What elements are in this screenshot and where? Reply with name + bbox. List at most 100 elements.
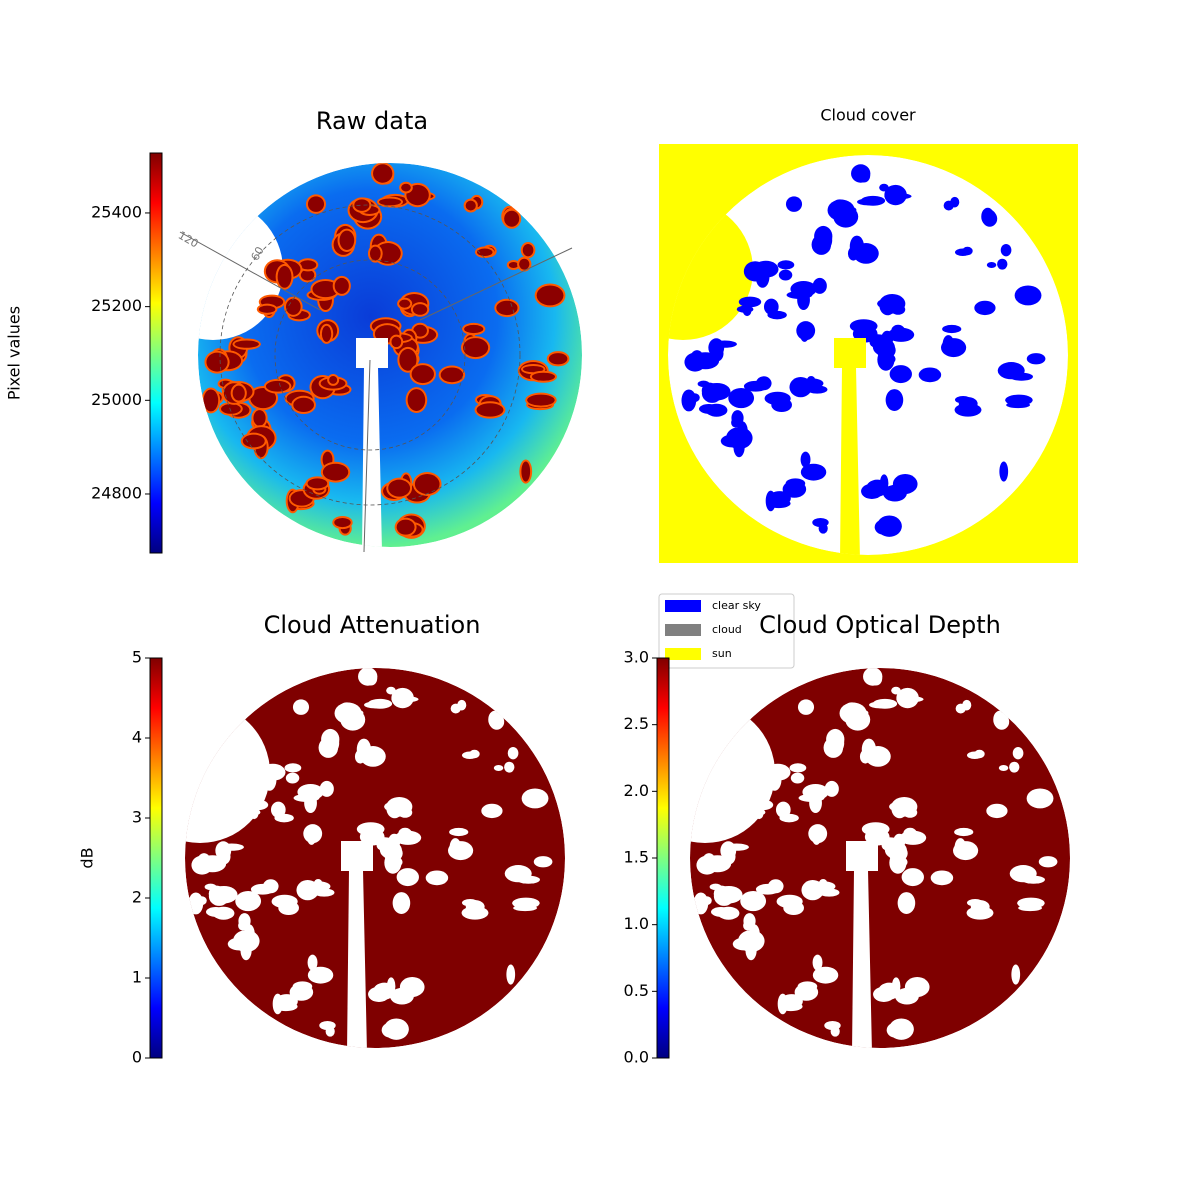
cloud-blob xyxy=(407,389,426,412)
cloud-blob xyxy=(1012,746,1024,760)
cloud-blob xyxy=(285,772,300,784)
cloud-blob xyxy=(966,751,983,759)
cloud-blob xyxy=(874,519,893,535)
cloud-blob xyxy=(277,265,292,288)
cloud-blob xyxy=(334,517,351,528)
cloud-blob xyxy=(217,888,230,904)
obstruction xyxy=(341,841,373,1048)
cloud-blob xyxy=(866,479,889,497)
cloud-blob xyxy=(292,699,310,715)
colorbar-tick-label: 24800 xyxy=(91,483,142,502)
cloud-blob xyxy=(885,389,904,412)
cloud-blob xyxy=(902,807,918,818)
cloud-blob xyxy=(464,324,484,334)
cloud-blob xyxy=(696,855,718,875)
cloud-blob xyxy=(778,269,793,281)
cloud-blob xyxy=(391,336,402,348)
cloud-blob xyxy=(1021,875,1045,884)
cloud-blob xyxy=(531,372,555,381)
cloud-blob xyxy=(869,701,891,709)
cloud-blob xyxy=(790,772,805,784)
sky-image xyxy=(668,155,1068,555)
cloud-blob xyxy=(994,713,1010,730)
cloud-blob xyxy=(750,799,774,811)
cloud-blob xyxy=(354,199,370,211)
cloud-blob xyxy=(388,479,411,497)
cloud-blob xyxy=(414,474,440,494)
cloud-blob xyxy=(889,802,901,811)
cloud-blob xyxy=(476,403,504,417)
cloud-blob xyxy=(847,246,859,261)
obstruction xyxy=(356,338,388,547)
cloud-blob xyxy=(391,687,414,709)
cloud-blob xyxy=(763,298,779,315)
cloud-blob xyxy=(955,703,966,714)
cloud-blob xyxy=(892,474,918,494)
polar-axis xyxy=(179,231,321,311)
cloud-blob xyxy=(384,851,402,874)
cloud-blob xyxy=(918,367,942,383)
cloud-blob xyxy=(205,907,226,917)
cloud-blob xyxy=(314,878,323,887)
polar-axis xyxy=(419,247,573,321)
polar-grid xyxy=(219,204,521,506)
cloud-blob xyxy=(493,764,504,771)
colorbar-tick-label: 1.5 xyxy=(624,848,649,867)
colorbar-tick-label: 5 xyxy=(132,648,142,667)
cloud-blob xyxy=(465,200,476,211)
cloud-blob xyxy=(339,702,355,714)
colorbar-tick-label: 3.0 xyxy=(624,648,649,667)
cloud-blob xyxy=(953,841,979,861)
cloud-blob xyxy=(461,751,478,759)
cloud-blob xyxy=(986,261,997,268)
cloud-blob xyxy=(904,977,930,997)
cloud-blob xyxy=(783,900,804,916)
cloud-blob xyxy=(360,746,386,767)
cloud-blob xyxy=(954,827,974,837)
cloud-blob xyxy=(191,855,213,875)
cloud-blob xyxy=(507,868,529,876)
colorbar-tick-label: 25000 xyxy=(91,390,142,409)
cloud-blob xyxy=(767,768,782,791)
cloud-blob xyxy=(232,385,245,401)
colorbar-tick-label: 3 xyxy=(132,808,142,827)
cloud-blob xyxy=(797,699,815,715)
sky-image xyxy=(198,163,582,547)
cloud-blob xyxy=(1038,856,1058,868)
cloud-blob xyxy=(386,686,396,695)
cloud-blob xyxy=(329,375,338,384)
cloud-blob xyxy=(227,937,250,951)
cloud-blob xyxy=(354,749,366,764)
cloud-blob xyxy=(508,261,519,268)
cloud-blob xyxy=(375,243,401,264)
cloud-blob xyxy=(812,277,827,294)
cloud-blob xyxy=(877,299,889,308)
cloud-blob xyxy=(740,890,767,912)
cloud-blob xyxy=(799,325,810,342)
cloud-blob xyxy=(812,966,839,984)
colorbar-tick-label: 25200 xyxy=(91,296,142,315)
cloud-blob xyxy=(258,305,276,313)
cloud-blob xyxy=(1017,897,1045,909)
panel: Cloud Attenuation 0 1 2 3 4 5 dB xyxy=(78,611,565,1067)
colorbar-tick-label: 1.0 xyxy=(624,914,649,933)
cloud-blob xyxy=(897,892,916,915)
cloud-blob xyxy=(307,954,318,971)
cloud-blob xyxy=(507,746,519,760)
cloud-blob xyxy=(450,703,461,714)
cloud-blob xyxy=(738,296,762,308)
cloud-blob xyxy=(533,856,553,868)
cloud-blob xyxy=(853,243,879,264)
cloud-blob xyxy=(941,338,967,358)
cloud-blob xyxy=(399,299,411,308)
cloud-blob xyxy=(481,803,503,819)
cloud-blob xyxy=(722,888,735,904)
cloud-blob xyxy=(253,410,266,426)
cloud-blob xyxy=(548,353,568,365)
cloud-blob xyxy=(506,964,516,985)
cloud-blob xyxy=(771,397,792,413)
cloud-blob xyxy=(489,713,505,730)
cloud-blob xyxy=(693,892,709,915)
colorbar-tick-label: 0.5 xyxy=(624,981,649,1000)
cloud-blob xyxy=(319,780,334,797)
